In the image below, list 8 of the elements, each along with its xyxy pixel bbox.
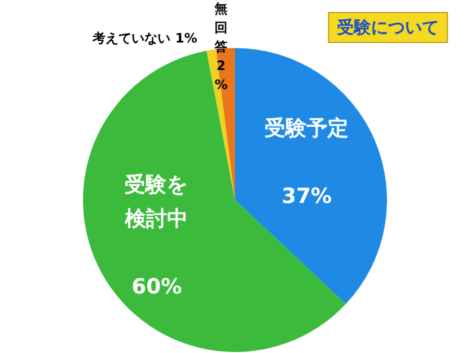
data-label: 37%: [282, 184, 332, 208]
slice-label: 受験予定: [264, 116, 349, 140]
slice-label: 考えていない 1%: [92, 31, 198, 46]
slice-label: 受験を検討中: [124, 172, 189, 230]
text: 受験について: [328, 12, 448, 43]
pie-slice: [235, 48, 387, 304]
data-label: 60%: [132, 274, 182, 298]
data-label: 2%: [214, 59, 228, 93]
